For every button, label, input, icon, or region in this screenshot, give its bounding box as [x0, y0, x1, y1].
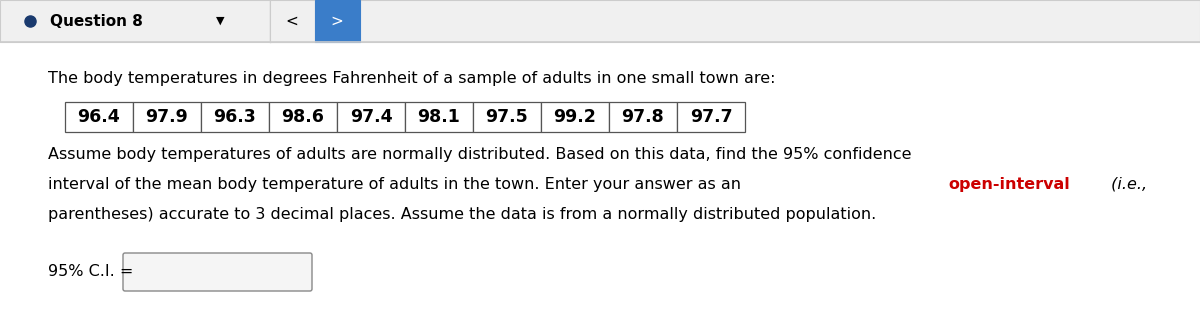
- FancyBboxPatch shape: [124, 253, 312, 291]
- Text: >: >: [331, 13, 343, 28]
- Text: 97.9: 97.9: [145, 108, 188, 126]
- Text: The body temperatures in degrees Fahrenheit of a sample of adults in one small t: The body temperatures in degrees Fahrenh…: [48, 72, 775, 87]
- Text: 95% C.I. =: 95% C.I. =: [48, 265, 133, 280]
- Text: 97.8: 97.8: [622, 108, 665, 126]
- Bar: [406, 102, 473, 132]
- Bar: [314, 0, 360, 42]
- Bar: [337, 102, 406, 132]
- Bar: [677, 102, 745, 132]
- Text: parentheses) accurate to 3 decimal places. Assume the data is from a normally di: parentheses) accurate to 3 decimal place…: [48, 206, 876, 221]
- Text: open-interval: open-interval: [949, 177, 1070, 192]
- Text: 99.2: 99.2: [553, 108, 596, 126]
- Text: <: <: [286, 13, 299, 28]
- Bar: [610, 102, 677, 132]
- Bar: [202, 102, 269, 132]
- Text: 98.1: 98.1: [418, 108, 461, 126]
- Bar: [65, 102, 133, 132]
- Bar: [541, 102, 610, 132]
- Text: 97.7: 97.7: [690, 108, 732, 126]
- Bar: [270, 0, 314, 42]
- Text: 96.4: 96.4: [78, 108, 120, 126]
- Bar: [0, 0, 1200, 42]
- Text: 97.4: 97.4: [349, 108, 392, 126]
- Text: 96.3: 96.3: [214, 108, 257, 126]
- Text: (i.e.,: (i.e.,: [1106, 177, 1147, 192]
- Bar: [473, 102, 541, 132]
- Bar: [133, 102, 202, 132]
- Text: ▼: ▼: [216, 16, 224, 26]
- Text: 97.5: 97.5: [486, 108, 528, 126]
- Text: 98.6: 98.6: [282, 108, 324, 126]
- Text: Question 8: Question 8: [50, 13, 143, 28]
- Text: interval of the mean body temperature of adults in the town. Enter your answer a: interval of the mean body temperature of…: [48, 177, 746, 192]
- Bar: [269, 102, 337, 132]
- Text: Assume body temperatures of adults are normally distributed. Based on this data,: Assume body temperatures of adults are n…: [48, 146, 912, 162]
